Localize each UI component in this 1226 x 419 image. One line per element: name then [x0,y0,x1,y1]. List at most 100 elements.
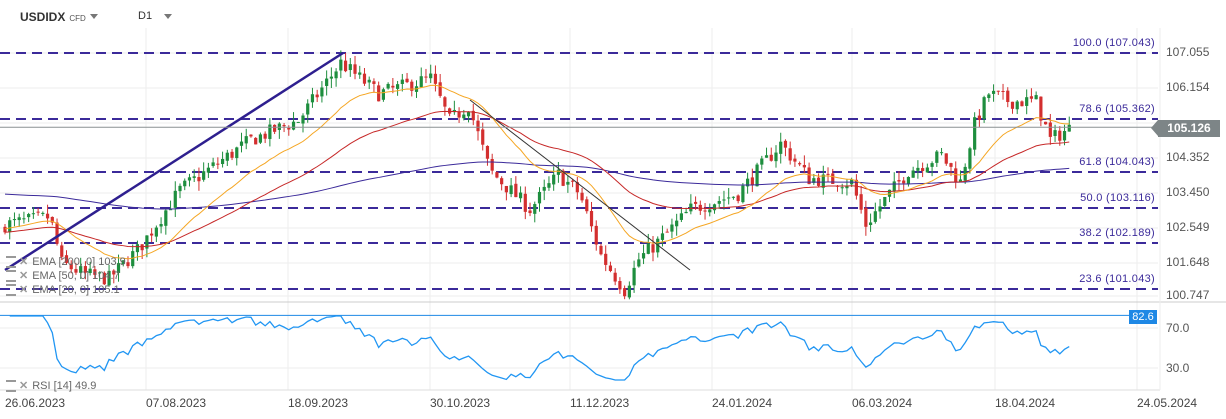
settings-icon[interactable] [6,256,16,269]
current-price-label: 105.126 [1151,120,1220,137]
close-icon[interactable]: ✕ [19,270,29,282]
candle [556,169,561,175]
candle [641,253,646,259]
candle [665,231,669,233]
candle [112,270,116,275]
candle [277,123,281,130]
price-axis-label: 106.154 [1166,80,1210,94]
candle [982,97,986,120]
candle [273,124,277,132]
legend-ema-200[interactable]: ✕ EMA [200, 0] 103.9 [6,255,126,269]
candle [258,134,263,143]
candle [500,178,504,185]
candle [566,181,570,185]
candle [268,124,272,139]
candle [150,233,154,236]
fib-level-label: 38.2 (102.189) [1079,227,1155,239]
date-axis-label: 06.03.2024 [852,396,913,410]
candle [996,90,1000,92]
candle [845,185,849,189]
legend-rsi[interactable]: ✕ RSI [14] 49.9 [6,379,96,393]
candle [55,222,59,244]
candle [339,59,343,71]
candle [987,94,991,99]
candle [216,163,220,165]
candle [400,79,404,84]
candle [731,196,736,198]
symbol-selector[interactable]: USDIDX CFD [20,10,86,24]
rsi-level-label: 82.6 [1129,310,1157,324]
legend-ema-20[interactable]: ✕ EMA [20, 0] 105.1 [6,283,120,297]
close-icon[interactable]: ✕ [19,380,29,392]
candle [514,183,518,198]
candle [348,64,352,71]
candle [873,211,877,222]
candle [935,151,939,163]
candle [1029,96,1034,99]
candle [613,272,617,282]
candle [523,193,527,212]
candle [329,76,333,79]
ema-50-line [4,110,1070,248]
candle [916,167,920,171]
candle [164,210,168,226]
candle [921,168,925,171]
candle [939,152,944,154]
candle [481,129,485,145]
symbol-type: CFD [69,14,86,23]
close-icon[interactable]: ✕ [19,284,29,296]
candle [599,245,603,255]
candle [429,73,433,79]
candle [254,137,258,145]
candle [197,177,201,182]
candle [632,267,636,286]
candle [12,219,17,221]
candle [3,226,7,233]
candle [547,183,551,188]
legend-ema-50[interactable]: ✕ EMA [50, 0] 104.7 [6,269,120,283]
symbol-name: USDIDX [20,10,66,24]
candle [750,177,754,185]
candle [902,180,906,184]
candle [712,204,717,211]
close-icon[interactable]: ✕ [19,256,29,268]
candle [561,170,565,186]
candle [60,245,64,257]
settings-icon[interactable] [6,380,16,393]
candle [537,191,542,204]
candle [8,220,12,233]
candle [618,281,622,290]
settings-icon[interactable] [6,284,16,297]
candle [504,185,508,193]
settings-icon[interactable] [6,270,16,283]
price-axis-label: 102.549 [1166,220,1210,234]
date-axis-label: 24.01.2024 [712,396,773,410]
candle [424,76,428,78]
candle [325,78,329,86]
candle [395,84,400,89]
candle [897,180,901,182]
candle [944,153,948,164]
candle [769,154,773,161]
candle [1006,90,1010,103]
candle [202,171,206,180]
candle [727,197,731,199]
symbol-dropdown-icon[interactable] [90,14,98,19]
candle [433,73,438,84]
candle [74,269,78,273]
timeframe-selector[interactable]: D1 [138,10,153,22]
candle [892,181,896,192]
candle [911,170,915,178]
candle [741,185,745,203]
timeframe-dropdown-icon[interactable] [164,14,172,19]
candle [973,117,977,150]
candle [859,194,863,210]
candle [358,72,362,75]
candle [249,134,253,137]
candle [1048,122,1052,137]
candle [353,64,357,74]
candle [69,263,73,270]
candle [45,213,50,219]
candle [1044,121,1048,125]
